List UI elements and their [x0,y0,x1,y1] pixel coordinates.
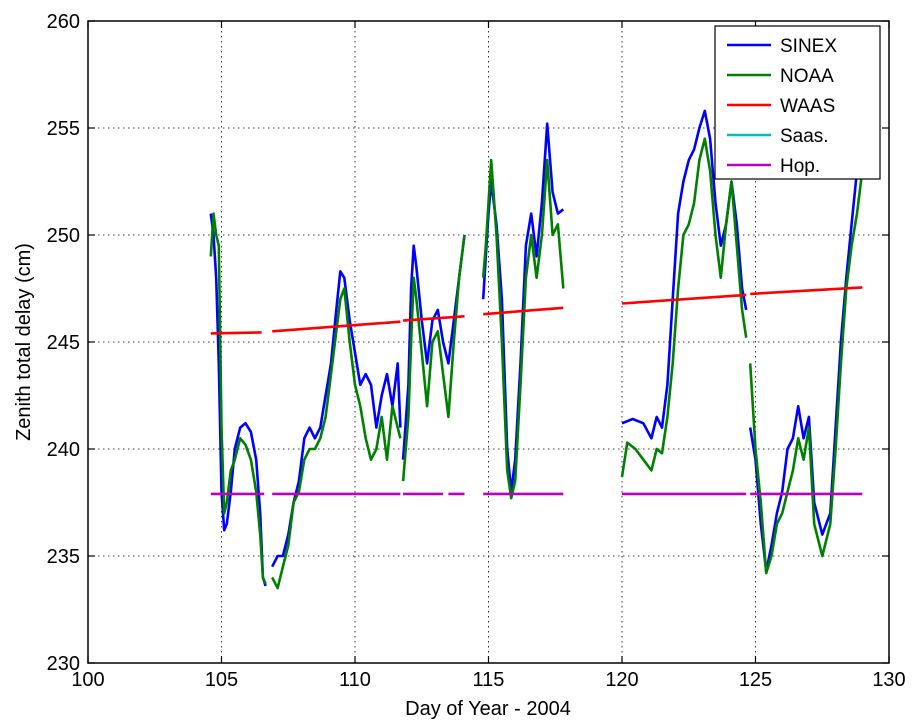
series-line-noaa [620,137,748,477]
series-line-noaa [209,212,267,585]
y-tick-label: 260 [47,11,80,33]
y-tick-label: 255 [47,118,80,140]
legend-label-noaa: NOAA [780,66,834,87]
x-tick-label: 120 [605,669,638,691]
x-tick-label: 100 [71,669,104,691]
series-lines [209,109,864,590]
series-line-noaa [271,287,402,590]
y-tick-label: 250 [47,225,80,247]
legend-label-sinex: SINEX [780,36,837,57]
tick-marks [87,20,890,664]
y-tick-label: 235 [47,546,80,568]
legend: SINEX NOAA WAAS Saas. Hop. [714,25,881,180]
series-line-waas [403,315,465,322]
legend-label-saas: Saas. [780,126,829,147]
x-tick-label: 115 [473,669,505,691]
x-axis-label: Day of Year - 2004 [405,698,571,720]
series-line-waas [483,306,564,316]
y-tick-label: 245 [47,332,80,354]
x-tick-label: 125 [739,669,772,691]
series-line-sinex [401,234,466,460]
series-line-noaa [401,234,466,482]
series-line-noaa [481,158,565,500]
x-tick-label: 130 [872,669,905,691]
y-axis-label: Zenith total delay (cm) [13,243,35,441]
series-line-waas [621,293,747,305]
legend-label-hop: Hop. [780,156,820,177]
y-tick-label: 240 [47,439,80,461]
y-tick-labels: 230 235 240 245 250 255 260 [47,11,80,675]
x-tick-label: 105 [205,669,238,691]
legend-label-waas: WAAS [780,96,835,117]
series-line-noaa [748,170,864,575]
series-line-sinex [209,213,267,587]
y-tick-label: 230 [47,653,80,675]
series-line-waas [750,286,863,296]
x-tick-label: 110 [339,669,371,691]
legend-box [714,25,881,180]
series-line-waas [210,331,262,335]
x-tick-labels: 100 105 110 115 120 125 130 [71,669,905,691]
series-line-waas [272,320,401,333]
